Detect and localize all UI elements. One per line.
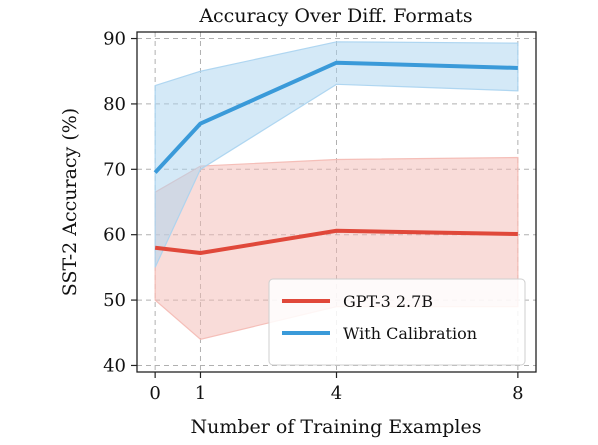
legend-label-calibration: With Calibration [343, 324, 477, 343]
legend: GPT-3 2.7B With Calibration [268, 278, 526, 366]
x-tick-label: 1 [195, 383, 206, 404]
x-tick-label: 8 [512, 383, 523, 404]
y-tick-label: 90 [103, 29, 126, 50]
y-tick-label: 80 [103, 94, 126, 115]
y-tick-label: 70 [103, 159, 126, 180]
y-tick-label: 60 [103, 225, 126, 246]
legend-label-gpt3: GPT-3 2.7B [343, 292, 433, 311]
y-tick-label: 50 [103, 290, 126, 311]
chart-title: Accuracy Over Diff. Formats [198, 5, 472, 27]
x-tick-label: 0 [149, 383, 160, 404]
x-tick-label: 4 [331, 383, 342, 404]
band-series-1 [154, 41, 519, 268]
y-tick-label: 40 [103, 355, 126, 376]
axis-ticks: 0 1 4 8 40 50 60 70 80 90 [103, 29, 523, 404]
x-axis-label: Number of Training Examples [191, 416, 482, 438]
series-lines [153, 60, 518, 255]
line-series-0 [154, 228, 518, 255]
y-axis-label: SST-2 Accuracy (%) [59, 108, 81, 296]
legend-box [268, 278, 526, 366]
line-series-1 [153, 60, 518, 174]
